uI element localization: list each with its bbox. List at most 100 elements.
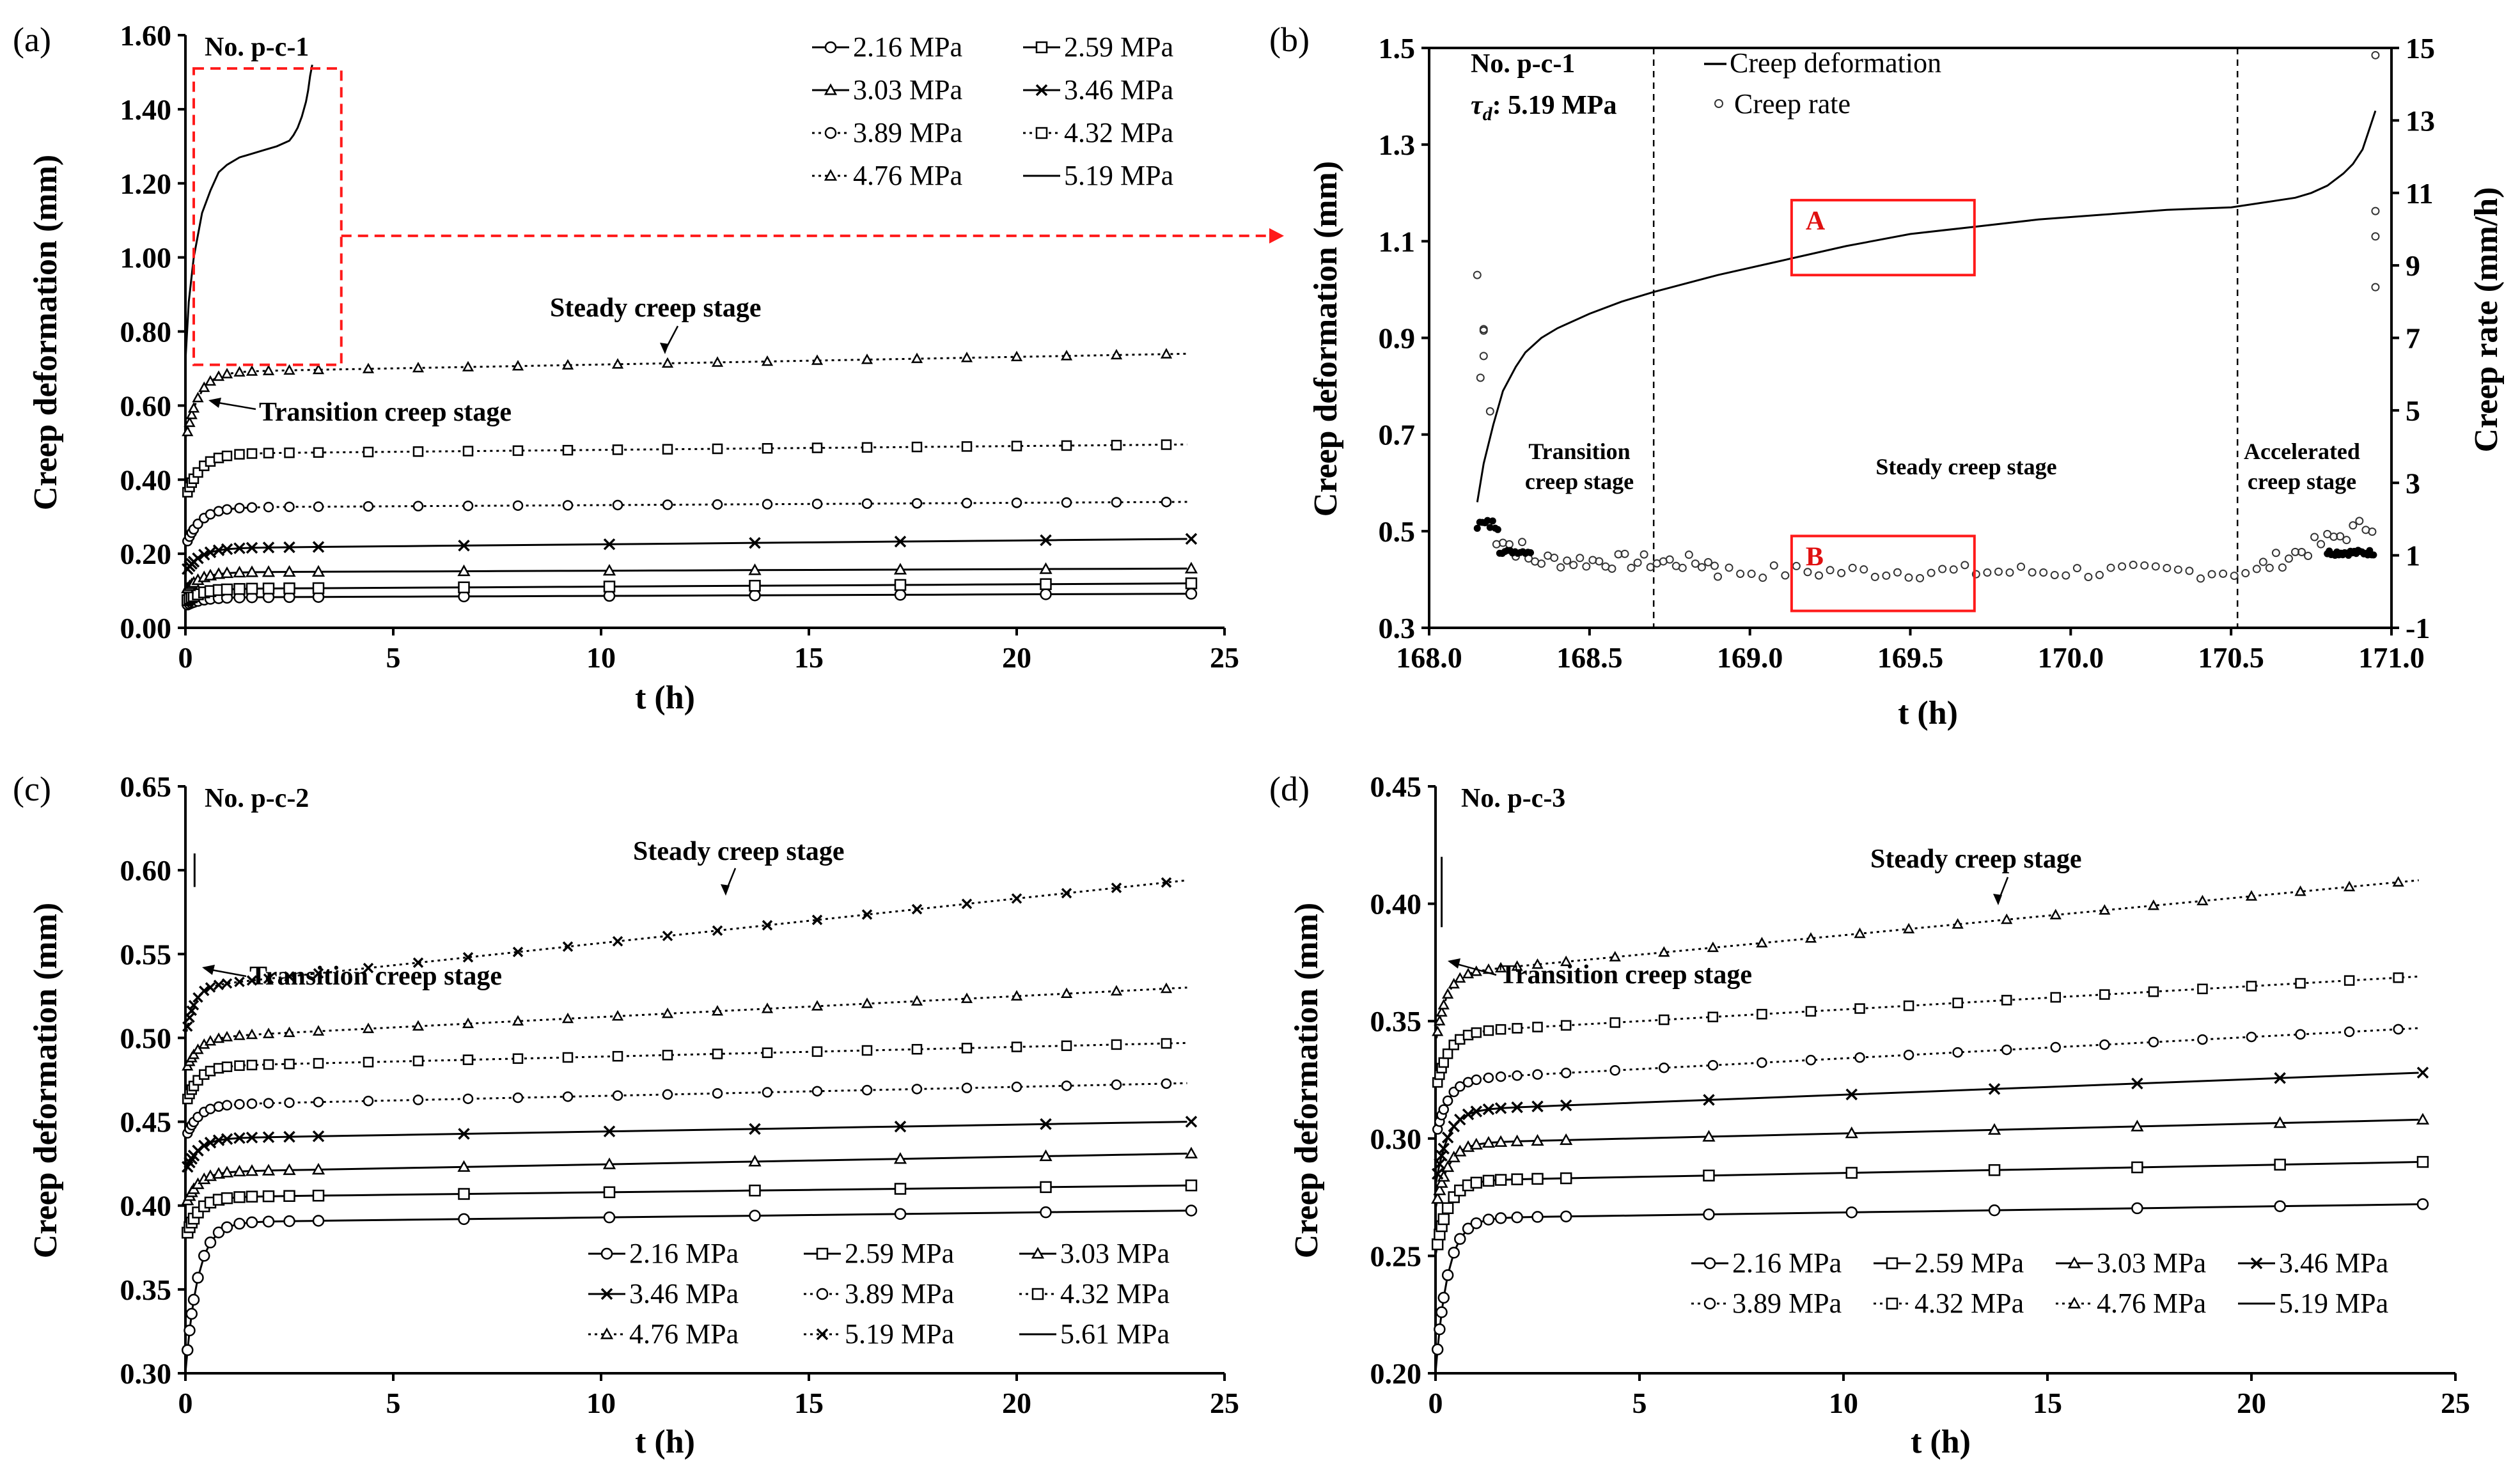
series-2-16-mpa [182,1204,1198,1374]
data-point [262,582,275,595]
data-point [205,982,216,993]
data-point [894,589,907,601]
data-point [2393,1024,2404,1035]
data-point [1433,1183,1446,1196]
data-point [1512,1070,1522,1081]
data-point [187,401,200,413]
data-point [711,1005,724,1016]
data-point [221,368,233,378]
series-4-32-mpa [1432,972,2419,1092]
data-point [512,500,524,511]
data-point [1471,1074,1482,1086]
data-point [712,925,723,936]
data-point [1757,1009,1767,1020]
creep-rate-point [2219,569,2228,578]
data-point [192,391,204,403]
creep-rate-point [1595,557,1604,566]
data-point [512,445,524,456]
data-point [412,1056,424,1066]
data-point [1845,1206,1858,1219]
creep-rate-point [1646,563,1655,572]
data-point [749,1184,761,1197]
creep-rate-point [1476,373,1485,382]
legend-swatch-marker [1035,41,1048,54]
creep-rate-point [1678,563,1687,572]
data-point [2344,975,2355,986]
data-point [462,952,474,963]
series-3-03-mpa [181,1146,1198,1206]
data-point [1707,941,1719,953]
legend-entry: 3.89 MPa [853,117,962,148]
creep-rate-point [2252,565,2261,573]
creep-rate-point [1620,549,1629,558]
legend-entry: Creep rate [1734,88,1851,120]
data-point [1805,1006,1817,1017]
creep-rate-point [2084,572,2093,581]
y-tick-label: 0.35 [120,1274,172,1306]
creep-rate-point [1473,270,1482,279]
data-point [1845,1167,1858,1179]
data-point [762,1047,773,1058]
data-point [234,1060,245,1072]
data-point [186,1005,197,1017]
data-point [458,1128,470,1140]
data-point [662,1089,673,1100]
data-point [182,1344,194,1356]
data-point [1185,1179,1198,1192]
data-point [811,1046,823,1057]
data-point [1447,1150,1460,1163]
data-point [233,1132,246,1144]
legend-entry: 4.76 MPa [853,160,962,191]
creep-rate-point [1736,569,1745,578]
data-point [1431,1167,1444,1180]
data-point [1010,990,1023,1001]
data-point [612,499,623,511]
x-tick-label: 169.5 [1877,641,1944,674]
series-2-59-mpa [1431,1156,2429,1256]
data-point [894,1120,907,1133]
creep-rate-point [1703,557,1712,566]
data-point [562,941,574,952]
legend-entry: 2.59 MPa [1914,1247,2024,1279]
x-axis-title: t (h) [1911,1424,1971,1460]
data-point [1160,982,1173,994]
y-tick-label: 0.3 [1379,612,1416,644]
data-point [1111,1039,1122,1050]
data-point [2131,1119,2144,1132]
data-point [1161,1078,1172,1089]
data-point [1609,1065,1620,1076]
legend-swatch-marker [600,1327,614,1339]
y-axis-title: Creep deformation (mm) [1288,903,1325,1258]
data-point [187,1048,200,1059]
data-point [312,1025,325,1036]
stress-symbol: τ [1471,91,1483,120]
y-axis-title: Creep deformation (mm) [27,903,64,1258]
legend-entry: 5.61 MPa [1060,1318,1170,1350]
data-point [961,1043,973,1054]
creep-rate-point [1994,567,2003,576]
data-point [221,450,233,462]
data-point [312,1215,325,1227]
data-point [761,355,774,366]
data-point [612,1090,623,1101]
data-point [612,936,623,947]
data-point [762,499,773,510]
data-point [612,444,623,455]
creep-rate-point [1769,561,1778,570]
data-point [412,501,424,511]
data-point [561,1012,574,1024]
data-point [213,506,224,517]
data-point [1482,1135,1496,1148]
data-point [363,1057,374,1068]
data-point [246,582,258,595]
data-point [1111,882,1122,893]
legend-swatch-marker [1031,1288,1044,1300]
data-point [762,1087,773,1098]
data-point [1437,1213,1450,1226]
series-line [1434,1027,2419,1139]
steady-creep-annotation: Steady creep stage [633,837,844,866]
data-point [283,1190,295,1202]
data-point [1061,440,1072,451]
data-point [185,409,198,419]
data-point [192,1272,204,1284]
